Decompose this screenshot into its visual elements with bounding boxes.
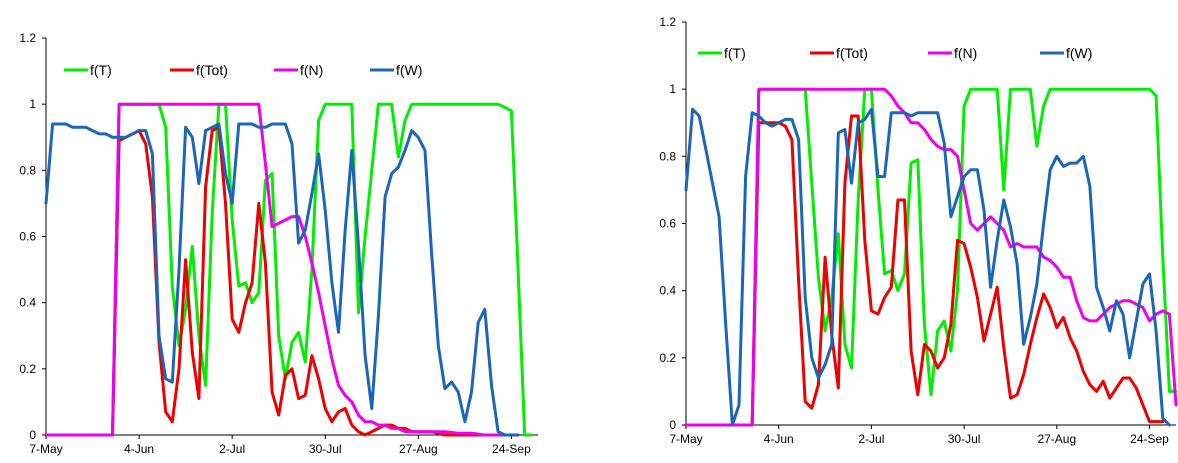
left-chart: 0 0.2 0.4 0.6 0.8 1 1.2 7-May 4-Jun 2-Jul 30-Jul 27… bbox=[19, 31, 538, 456]
y-tick-label: 1 bbox=[29, 97, 36, 111]
y-tick-label: 0 bbox=[669, 418, 676, 432]
x-tick-label: 4-Jun bbox=[124, 442, 154, 456]
series-line-fn bbox=[44, 102, 513, 437]
x-tick-label: 2-Jul bbox=[858, 432, 884, 446]
legend-label: f(Tot) bbox=[836, 45, 868, 61]
x-tick-label: 24-Sep bbox=[492, 442, 531, 456]
y-tick-label: 1.2 bbox=[659, 15, 676, 29]
x-tick-label: 27-Aug bbox=[399, 442, 438, 456]
series-line-fw bbox=[684, 107, 1171, 427]
series-line-fw bbox=[44, 122, 520, 437]
y-tick-label: 0.2 bbox=[659, 351, 676, 365]
series-line-ftot bbox=[684, 114, 1165, 427]
x-tick-label: 30-Jul bbox=[309, 442, 342, 456]
x-tick-label: 4-Jun bbox=[764, 432, 794, 446]
y-tick-label: 0.2 bbox=[19, 362, 36, 376]
legend-label: f(Tot) bbox=[196, 62, 228, 78]
right-chart: 0 0.2 0.4 0.6 0.8 1 1.2 7-May 4-Jun 2-Jul 30-Jul 27… bbox=[659, 15, 1178, 446]
legend-label: f(T) bbox=[724, 45, 746, 61]
y-tick-label: 0.8 bbox=[659, 149, 676, 163]
x-tick-label: 30-Jul bbox=[948, 432, 981, 446]
y-tick-label: 1 bbox=[669, 82, 676, 96]
y-tick-label: 0.6 bbox=[659, 217, 676, 231]
x-tick-label: 2-Jul bbox=[219, 442, 245, 456]
y-tick-label: 0.4 bbox=[19, 296, 36, 310]
legend-label: f(W) bbox=[1066, 45, 1092, 61]
y-tick-label: 0.6 bbox=[19, 230, 36, 244]
y-tick-label: 0.4 bbox=[659, 284, 676, 298]
series-line-ft bbox=[684, 87, 1178, 427]
x-tick-label: 27-Aug bbox=[1037, 432, 1076, 446]
series-line-ft bbox=[44, 102, 533, 437]
x-tick-label: 7-May bbox=[669, 432, 702, 446]
y-tick-label: 0 bbox=[29, 428, 36, 442]
legend-label: f(T) bbox=[90, 62, 112, 78]
legend-label: f(N) bbox=[300, 62, 323, 78]
legend-label: f(N) bbox=[954, 45, 977, 61]
x-tick-label: 7-May bbox=[29, 442, 62, 456]
y-tick-label: 1.2 bbox=[19, 31, 36, 45]
legend-label: f(W) bbox=[396, 62, 422, 78]
x-tick-label: 24-Sep bbox=[1130, 432, 1169, 446]
y-tick-label: 0.8 bbox=[19, 163, 36, 177]
